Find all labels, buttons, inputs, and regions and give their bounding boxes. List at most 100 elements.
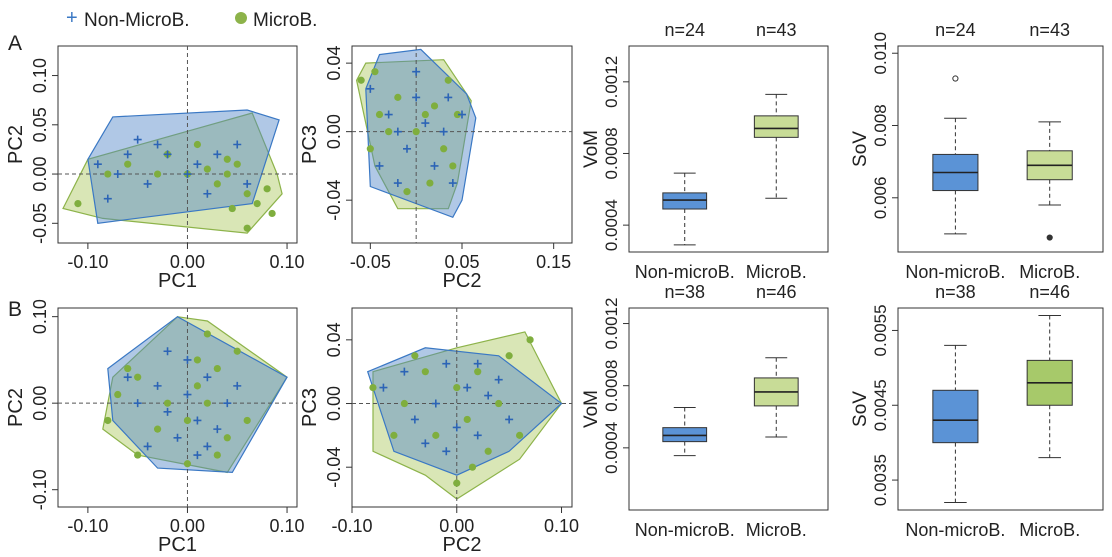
point-non-microb: [463, 383, 472, 392]
point-microb: [223, 155, 231, 163]
point-non-microb: [203, 189, 212, 198]
box: [662, 192, 708, 210]
chart-A-vom: n=24 Non-microB. n=43 MicroB. 0.0004 0.0008 0.…: [581, 20, 829, 282]
panel-label-b: B: [8, 298, 22, 321]
n-label: n=46: [1029, 282, 1070, 302]
x-tick-label: 0.00: [170, 516, 205, 536]
y-tick-label: 0.00: [324, 386, 344, 421]
point-non-microb: [183, 170, 192, 179]
point-microb: [243, 416, 251, 425]
point-non-microb: [183, 355, 192, 364]
plot-frame: [57, 307, 298, 508]
y-axis-label: SoV: [850, 391, 871, 427]
chart-A-sov: n=24 Non-microB. n=43 MicroB. 0.006 0.008 0.01…: [850, 20, 1104, 282]
y-tick-label: 0.10: [30, 58, 50, 93]
point-microb: [153, 170, 162, 178]
point-microb: [104, 416, 112, 425]
y-tick-label: 0.0004: [602, 422, 621, 474]
x-tick-label: 0.10: [270, 516, 305, 536]
y-tick-label: 0.008: [871, 104, 890, 147]
box: [932, 389, 979, 444]
point-non-microb: [223, 399, 232, 408]
chart-B-sov: n=38 Non-microB. n=46 MicroB. 0.0035 0.0045 0.…: [850, 282, 1104, 540]
y-tick-label: 0.04: [324, 322, 344, 357]
point-microb: [193, 382, 202, 390]
category-label: Non-microB.: [905, 262, 1005, 282]
x-tick-label: -0.10: [67, 516, 108, 536]
point-non-microb: [484, 391, 493, 400]
point-microb: [516, 431, 524, 439]
plot-frame: [351, 307, 573, 508]
y-tick-label: 0.0008: [602, 127, 621, 179]
hull-non-microb: [87, 109, 280, 224]
point-non-microb: [203, 373, 212, 382]
point-microb: [403, 188, 411, 196]
n-label: n=46: [756, 282, 797, 302]
point-microb: [449, 162, 457, 170]
y-tick-label: 0.00: [30, 157, 50, 192]
plot-frame: [628, 45, 829, 253]
point-microb: [253, 200, 261, 208]
point-non-microb: [133, 399, 142, 408]
y-tick-label: 0.00: [30, 386, 50, 421]
y-tick-label: 0.0008: [602, 360, 621, 412]
n-label: n=24: [935, 20, 976, 40]
y-axis-label: PC3: [299, 388, 321, 427]
y-tick-label: -0.05: [30, 203, 50, 244]
point-non-microb: [421, 119, 430, 128]
point-non-microb: [444, 93, 453, 102]
y-axis-label: PC2: [5, 125, 27, 164]
plot-frame: [628, 307, 829, 511]
point-microb: [371, 68, 379, 76]
point-non-microb: [430, 161, 439, 170]
point-microb: [193, 356, 202, 364]
legend-symbol-non-microb: +: [66, 7, 78, 29]
point-non-microb: [153, 381, 162, 390]
point-microb: [394, 93, 402, 101]
x-axis-label: PC2: [443, 270, 482, 292]
point-non-microb: [103, 194, 112, 203]
y-tick-label: -0.04: [324, 180, 344, 221]
point-non-microb: [173, 433, 182, 442]
point-non-microb: [113, 170, 122, 179]
point-microb: [484, 447, 492, 455]
legend: + Non-MicroB. MicroB.: [66, 7, 317, 31]
point-microb: [124, 160, 132, 168]
y-tick-label: 0.006: [871, 177, 890, 220]
point-non-microb: [193, 451, 202, 460]
point-non-microb: [412, 67, 421, 76]
y-tick-label: 0.010: [871, 32, 890, 75]
y-tick-label: 0.00: [324, 114, 344, 149]
charts: -0.10 0.00 0.10-0.050.000.050.10PC1PC2-0.0…: [5, 20, 1104, 556]
category-label: MicroB.: [1019, 262, 1080, 282]
y-axis-label: PC2: [5, 388, 27, 427]
point-microb: [412, 128, 420, 136]
chart-A-pc2-pc3: -0.05 0.05 0.15 -0.04 0.00 0.04 PC2 PC3: [299, 45, 573, 292]
y-tick-label: 0.0035: [871, 454, 890, 506]
point-microb: [400, 399, 408, 408]
plot-frame: [57, 45, 298, 244]
y-tick-label: 0.0012: [602, 298, 621, 350]
point-non-microb: [193, 416, 202, 425]
x-tick-label: 0.00: [439, 516, 474, 536]
x-tick-label: -0.10: [331, 516, 372, 536]
n-label: n=24: [664, 20, 705, 40]
plot-frame: [897, 307, 1104, 511]
point-non-microb: [375, 161, 384, 170]
point-microb: [203, 165, 211, 173]
chart-B-vom: n=38 Non-microB. n=46 MicroB. 0.0004 0.0008 0.…: [581, 282, 829, 540]
point-microb: [213, 451, 221, 459]
point-microb: [223, 434, 231, 442]
n-label: n=38: [664, 282, 705, 302]
point-microb: [526, 336, 534, 344]
legend-label-non-microb: Non-MicroB.: [84, 10, 190, 31]
point-microb: [213, 364, 221, 373]
x-tick-label: 0.10: [544, 516, 579, 536]
point-non-microb: [163, 407, 172, 416]
point-microb: [463, 415, 471, 424]
point-microb: [453, 110, 462, 119]
point-microb: [426, 179, 434, 187]
point-non-microb: [410, 415, 419, 424]
point-microb: [432, 431, 440, 439]
point-microb: [468, 463, 477, 471]
